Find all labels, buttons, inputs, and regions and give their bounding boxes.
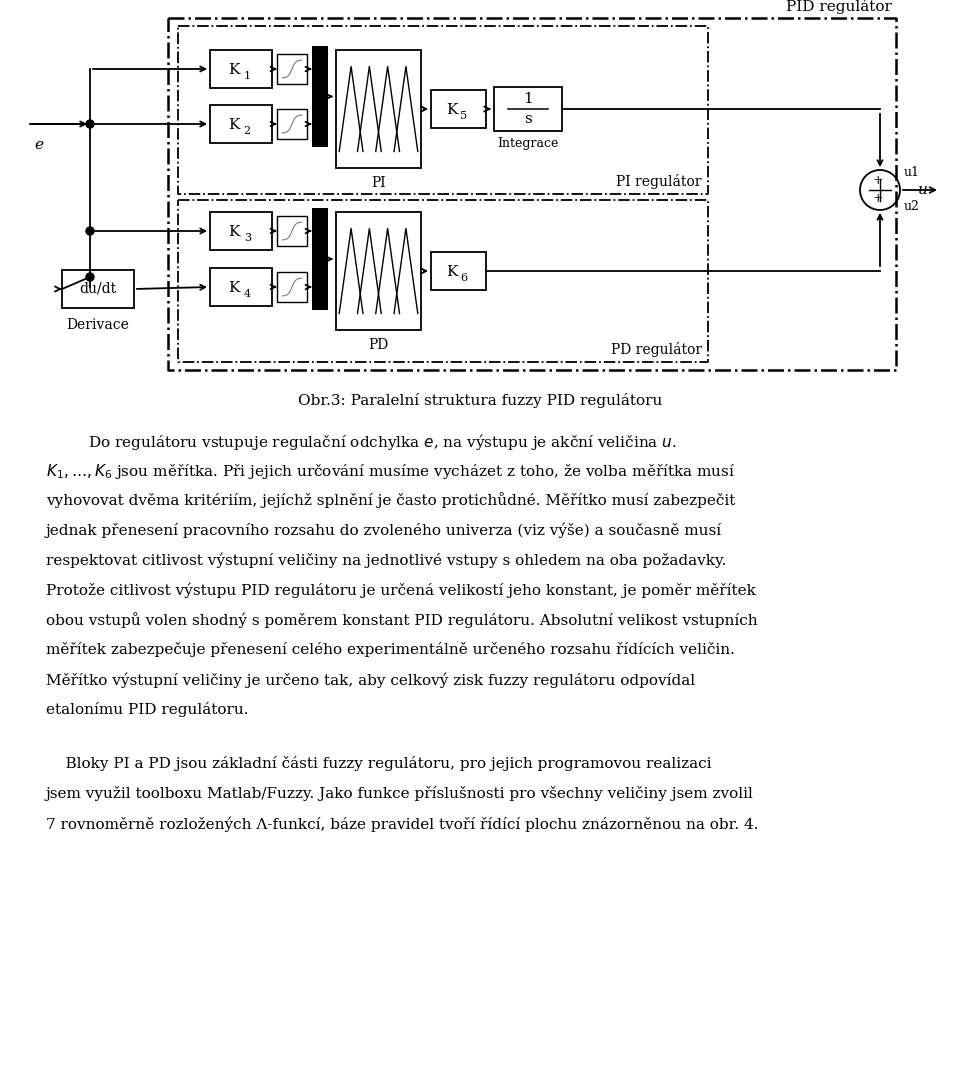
- Text: Obr.3: Paralelní struktura fuzzy PID regulátoru: Obr.3: Paralelní struktura fuzzy PID reg…: [298, 393, 662, 408]
- Circle shape: [86, 120, 94, 128]
- Text: 2: 2: [244, 126, 251, 136]
- Text: 4: 4: [244, 289, 251, 298]
- Text: $K_1,\ldots,K_6$ jsou měřítka. Při jejich určování musíme vycházet z toho, že vo: $K_1,\ldots,K_6$ jsou měřítka. Při jejic…: [46, 462, 735, 481]
- Text: PD: PD: [369, 338, 389, 352]
- Text: PID regulátor: PID regulátor: [786, 0, 892, 14]
- Bar: [431, 252, 486, 290]
- Text: PD regulátor: PD regulátor: [611, 342, 702, 356]
- Text: jednak přenesení pracovního rozsahu do zvoleného univerza (viz výše) a současně : jednak přenesení pracovního rozsahu do z…: [46, 522, 722, 537]
- Text: K: K: [446, 265, 458, 279]
- Circle shape: [86, 227, 94, 235]
- Bar: [277, 216, 307, 246]
- Text: vyhovovat dvěma kritériím, jejíchž splnění je často protichůdné. Měřítko musí za: vyhovovat dvěma kritériím, jejíchž splně…: [46, 492, 735, 508]
- Bar: [494, 87, 562, 131]
- Text: 1: 1: [244, 71, 251, 81]
- Text: K: K: [228, 117, 239, 131]
- Text: 5: 5: [461, 111, 468, 121]
- Text: 3: 3: [244, 233, 251, 242]
- Circle shape: [86, 272, 94, 281]
- Text: +: +: [873, 174, 883, 187]
- Text: s: s: [524, 112, 532, 126]
- Bar: [312, 46, 328, 146]
- Text: měřítek zabezpečuje přenesení celého experimentálně určeného rozsahu řídících ve: měřítek zabezpečuje přenesení celého exp…: [46, 642, 734, 657]
- Text: jsem využil toolboxu Matlab/Fuzzy. Jako funkce příslušnosti pro všechny veličiny: jsem využil toolboxu Matlab/Fuzzy. Jako …: [46, 786, 754, 801]
- Bar: [62, 270, 134, 308]
- Bar: [431, 90, 486, 128]
- Text: K: K: [228, 225, 239, 239]
- Bar: [277, 272, 307, 302]
- Bar: [210, 50, 272, 88]
- Text: +: +: [873, 193, 883, 206]
- Bar: [210, 104, 272, 143]
- Text: K: K: [446, 102, 458, 116]
- Text: obou vstupů volen shodný s poměrem konstant PID regulátoru. Absolutní velikost v: obou vstupů volen shodný s poměrem konst…: [46, 612, 757, 628]
- Text: K: K: [228, 62, 239, 76]
- Bar: [336, 50, 421, 168]
- Text: Bloky PI a PD jsou základní části fuzzy regulátoru, pro jejich programovou reali: Bloky PI a PD jsou základní části fuzzy …: [46, 756, 711, 771]
- Bar: [277, 109, 307, 139]
- Text: Derivace: Derivace: [66, 318, 130, 332]
- Bar: [210, 212, 272, 250]
- Text: Integrace: Integrace: [497, 137, 559, 150]
- Text: 1: 1: [523, 93, 533, 107]
- Text: u2: u2: [904, 200, 920, 213]
- Text: e: e: [34, 138, 43, 152]
- Text: PI regulátor: PI regulátor: [616, 174, 702, 188]
- Text: Měřítko výstupní veličiny je určeno tak, aby celkový zisk fuzzy regulátoru odpov: Měřítko výstupní veličiny je určeno tak,…: [46, 672, 695, 687]
- Text: du/dt: du/dt: [80, 282, 116, 296]
- Text: PI: PI: [372, 176, 386, 190]
- Text: u1: u1: [904, 167, 920, 180]
- Text: 6: 6: [461, 272, 468, 283]
- Text: etalonímu PID regulátoru.: etalonímu PID regulátoru.: [46, 702, 249, 717]
- Bar: [336, 212, 421, 330]
- Text: Do regulátoru vstupuje regulační odchylka $e$, na výstupu je akční veličina $u$.: Do regulátoru vstupuje regulační odchylk…: [88, 432, 677, 452]
- Text: Protože citlivost výstupu PID regulátoru je určená velikostí jeho konstant, je p: Protože citlivost výstupu PID regulátoru…: [46, 582, 756, 598]
- Text: respektovat citlivost výstupní veličiny na jednotlivé vstupy s ohledem na oba po: respektovat citlivost výstupní veličiny …: [46, 553, 727, 568]
- Bar: [277, 54, 307, 84]
- Bar: [312, 208, 328, 310]
- Bar: [210, 268, 272, 306]
- Text: u: u: [918, 183, 928, 197]
- Text: K: K: [228, 281, 239, 295]
- Text: 7 rovnoměrně rozložených Λ-funkcí, báze pravidel tvoří řídící plochu znázorněnou: 7 rovnoměrně rozložených Λ-funkcí, báze …: [46, 816, 758, 831]
